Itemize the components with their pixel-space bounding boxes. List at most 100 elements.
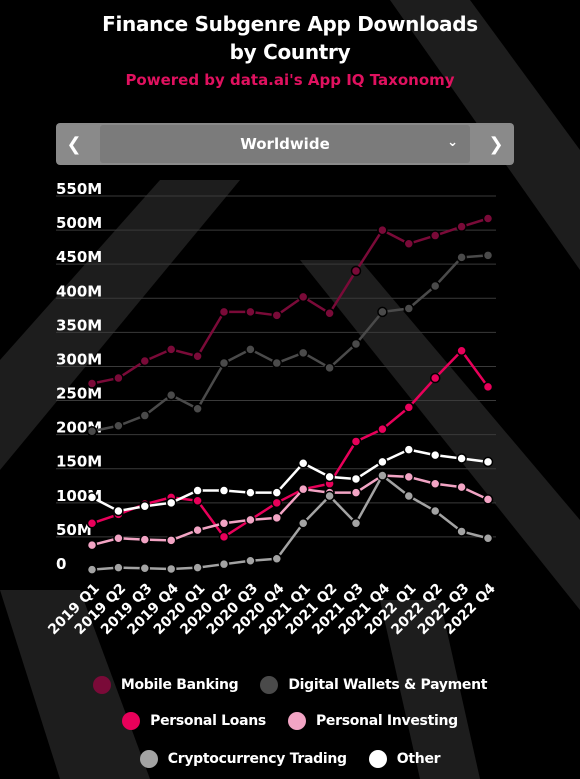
data-point[interactable] [324, 490, 335, 502]
data-point[interactable] [245, 306, 256, 318]
data-point[interactable] [456, 526, 467, 537]
data-point[interactable] [482, 533, 494, 544]
data-point[interactable] [139, 410, 151, 421]
data-point[interactable] [271, 310, 283, 321]
data-point[interactable] [482, 456, 494, 468]
data-point[interactable] [429, 478, 441, 489]
data-point[interactable] [86, 425, 98, 437]
data-point[interactable] [456, 481, 467, 493]
data-point[interactable] [482, 213, 494, 224]
data-point[interactable] [403, 490, 415, 502]
data-point[interactable] [113, 420, 124, 432]
data-point[interactable] [113, 372, 124, 384]
data-point[interactable] [139, 563, 151, 574]
legend-item-other[interactable]: Other [368, 750, 441, 768]
data-point[interactable] [192, 495, 203, 507]
data-point[interactable] [113, 562, 124, 573]
data-point[interactable] [456, 453, 467, 464]
data-point[interactable] [245, 514, 256, 526]
data-point[interactable] [456, 345, 467, 357]
data-point[interactable] [297, 483, 309, 495]
data-point[interactable] [429, 280, 441, 292]
legend-item-personal-investing[interactable]: Personal Investing [287, 712, 458, 730]
data-point[interactable] [324, 471, 335, 483]
data-point[interactable] [192, 350, 203, 362]
data-point[interactable] [350, 473, 362, 485]
data-point[interactable] [429, 449, 441, 461]
legend-item-digital-wallets[interactable]: Digital Wallets & Payment [260, 676, 487, 694]
data-point[interactable] [165, 497, 177, 509]
data-point[interactable] [218, 357, 230, 369]
data-point[interactable] [86, 539, 98, 551]
data-point[interactable] [403, 471, 415, 483]
data-point[interactable] [165, 535, 177, 546]
data-point[interactable] [403, 303, 415, 314]
chevron-left-icon[interactable]: ❮ [66, 133, 82, 155]
data-point[interactable] [324, 362, 335, 374]
data-point[interactable] [86, 492, 98, 503]
data-point[interactable] [271, 497, 283, 509]
data-point[interactable] [218, 531, 230, 543]
data-point[interactable] [456, 221, 467, 232]
data-point[interactable] [377, 224, 388, 236]
data-point[interactable] [139, 500, 151, 512]
data-point[interactable] [377, 423, 388, 435]
data-point[interactable] [192, 524, 203, 536]
y-tick-label: 50M [56, 521, 92, 539]
data-point[interactable] [429, 372, 441, 384]
data-point[interactable] [271, 357, 283, 369]
data-point[interactable] [350, 265, 362, 277]
data-point[interactable] [403, 402, 415, 413]
data-point[interactable] [165, 389, 177, 401]
data-point[interactable] [192, 485, 203, 496]
data-point[interactable] [245, 344, 256, 355]
data-point[interactable] [297, 458, 309, 469]
data-point[interactable] [192, 403, 203, 414]
data-point[interactable] [86, 564, 98, 575]
data-point[interactable] [377, 470, 388, 481]
data-point[interactable] [377, 306, 388, 318]
data-point[interactable] [482, 494, 494, 505]
data-point[interactable] [271, 512, 283, 524]
data-point[interactable] [403, 444, 415, 455]
data-point[interactable] [139, 534, 151, 545]
data-point[interactable] [297, 291, 309, 303]
data-point[interactable] [113, 505, 124, 517]
data-point[interactable] [350, 518, 362, 529]
data-point[interactable] [350, 436, 362, 447]
data-point[interactable] [297, 518, 309, 529]
data-point[interactable] [139, 355, 151, 367]
legend-item-mobile-banking[interactable]: Mobile Banking [92, 676, 239, 694]
data-point[interactable] [86, 518, 98, 529]
legend-label: Cryptocurrency Trading [167, 751, 347, 767]
data-point[interactable] [218, 518, 230, 529]
data-point[interactable] [324, 308, 335, 319]
country-dropdown[interactable]: Worldwide ⌄ [100, 125, 470, 163]
data-point[interactable] [429, 230, 441, 241]
data-point[interactable] [192, 562, 203, 573]
data-point[interactable] [377, 456, 388, 468]
legend-item-personal-loans[interactable]: Personal Loans [122, 712, 266, 730]
data-point[interactable] [245, 487, 256, 498]
data-point[interactable] [271, 487, 283, 498]
y-tick-label: 150M [56, 453, 102, 471]
data-point[interactable] [218, 485, 230, 496]
data-point[interactable] [297, 347, 309, 359]
data-point[interactable] [271, 553, 283, 564]
legend-item-crypto[interactable]: Cryptocurrency Trading [139, 750, 347, 768]
chevron-right-icon[interactable]: ❯ [488, 133, 504, 155]
data-point[interactable] [456, 252, 467, 263]
data-point[interactable] [482, 381, 494, 393]
data-point[interactable] [86, 378, 98, 389]
data-point[interactable] [482, 250, 494, 261]
data-point[interactable] [350, 338, 362, 350]
data-point[interactable] [429, 505, 441, 517]
data-point[interactable] [403, 238, 415, 249]
data-point[interactable] [245, 555, 256, 567]
data-point[interactable] [165, 344, 177, 355]
data-point[interactable] [113, 533, 124, 544]
data-point[interactable] [218, 306, 230, 318]
data-point[interactable] [218, 558, 230, 570]
data-point[interactable] [350, 487, 362, 498]
data-point[interactable] [165, 563, 177, 575]
